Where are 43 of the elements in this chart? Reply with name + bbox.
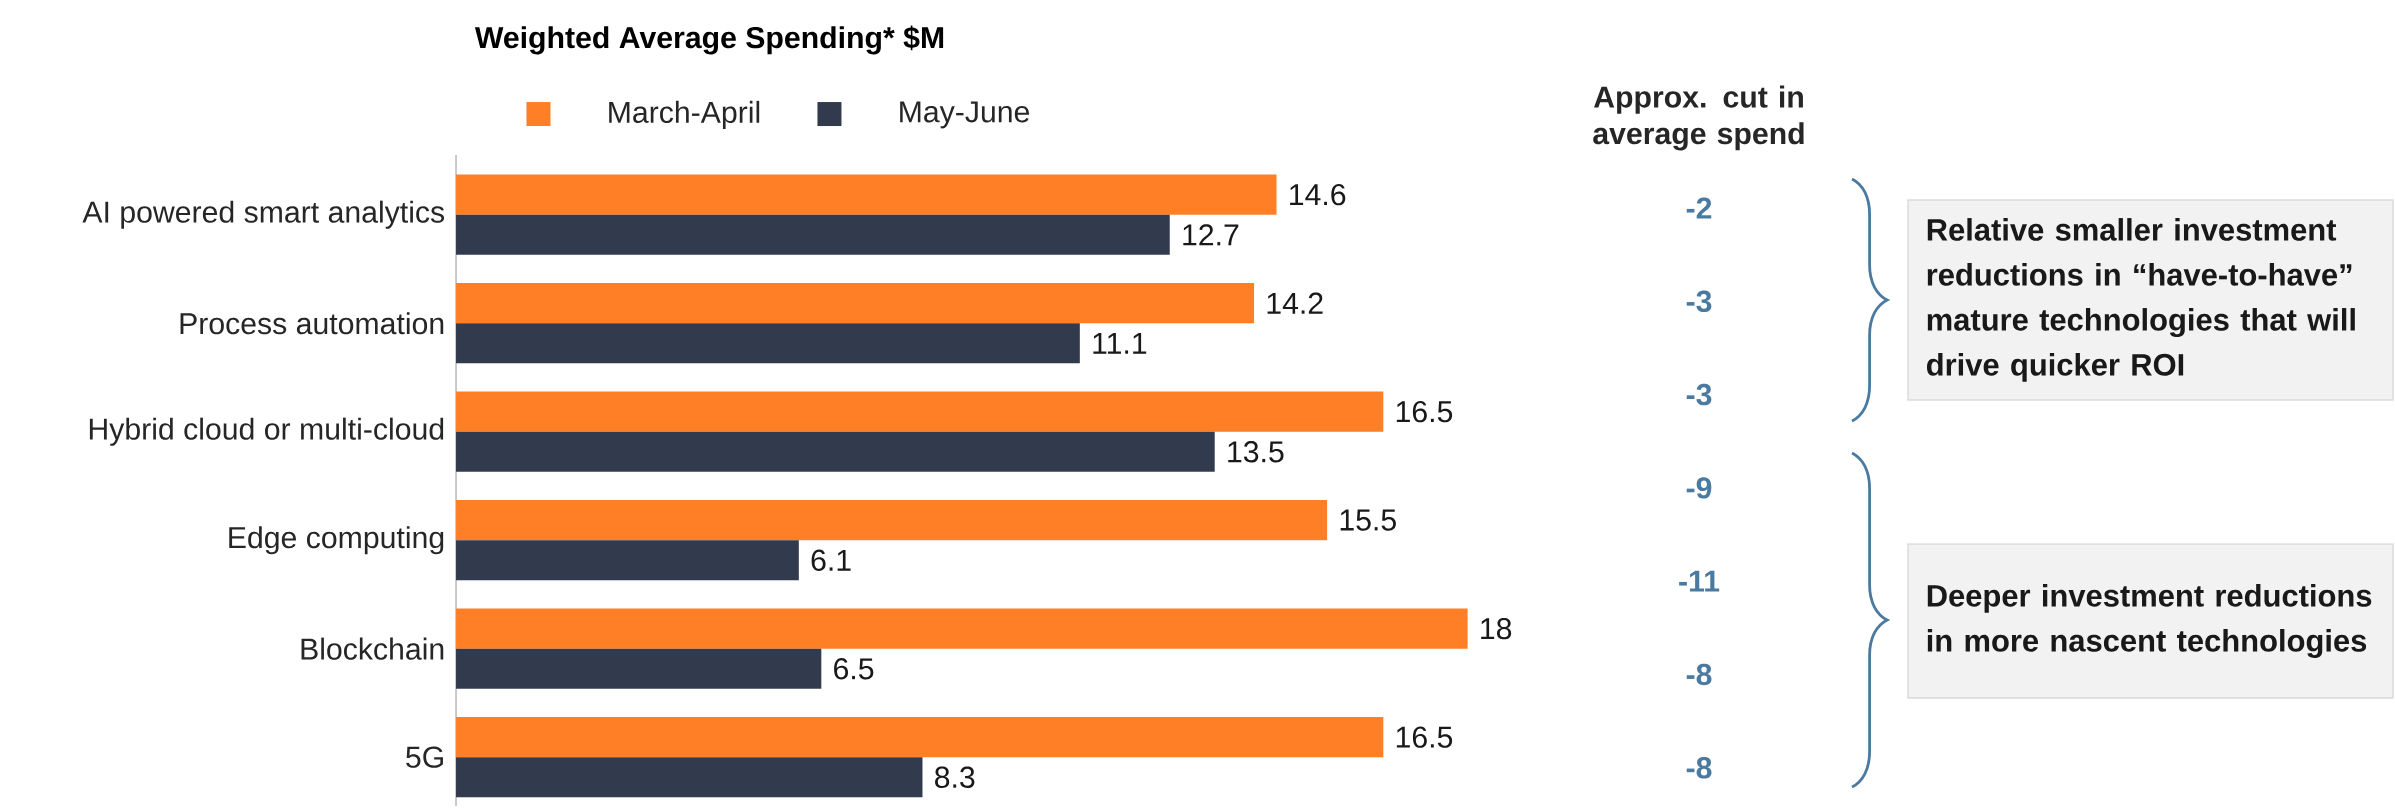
- data-label: 14.2: [1267, 292, 1323, 314]
- bar: [456, 391, 1384, 432]
- data-label: 16.5: [1396, 726, 1453, 748]
- chart-title: Weighted Average Spending* $M: [474, 25, 944, 55]
- data-label: 18: [1481, 617, 1512, 640]
- bar: [456, 648, 822, 689]
- text: -2: [1686, 197, 1712, 219]
- bar: [456, 431, 1215, 472]
- bar: [456, 283, 1255, 324]
- bar: [456, 214, 1170, 255]
- bar: [456, 323, 1080, 364]
- y-tick-label: Blockchain: [301, 637, 444, 660]
- data-label: 14.6: [1290, 183, 1346, 206]
- data-label: 6.1: [811, 549, 851, 571]
- y-tick-label: Hybrid cloud or multi-cloud: [89, 417, 444, 446]
- bar: [456, 757, 923, 798]
- bar: [456, 174, 1277, 215]
- y-tick-label: AI powered smart analytics: [82, 200, 445, 229]
- text: -8: [1686, 663, 1712, 686]
- y-tick-label: Edge computing: [229, 526, 444, 555]
- data-label: 8.3: [935, 766, 975, 788]
- legend-label: May-June: [900, 101, 1030, 129]
- data-label: 11.1: [1093, 332, 1147, 354]
- data-label: 13.5: [1228, 441, 1284, 463]
- data-label: 15.5: [1340, 509, 1396, 531]
- y-tick-label: Process automation: [180, 312, 444, 335]
- text: -9: [1686, 477, 1712, 499]
- text: -11: [1679, 570, 1720, 592]
- text: Deeper investment reductions in more nascent technologies: [1927, 584, 2372, 658]
- bar: [456, 540, 799, 581]
- text: -3: [1686, 290, 1712, 313]
- text: Approx. cut in average spend: [1593, 85, 1804, 151]
- legend-label: March-April: [609, 100, 760, 130]
- y-tick-label: 5G: [406, 746, 443, 768]
- bar: [456, 608, 1468, 649]
- data-label: 6.5: [834, 658, 874, 680]
- text: -3: [1686, 383, 1712, 406]
- data-label: 16.5: [1396, 400, 1453, 423]
- bar: [456, 500, 1328, 541]
- bar: [456, 717, 1384, 758]
- text: Relative smaller investment reductions in “have-to-have” mature technologies that will drive quicker ROI: [1926, 218, 2355, 382]
- data-label: 12.7: [1183, 224, 1239, 246]
- text: -8: [1686, 757, 1712, 779]
